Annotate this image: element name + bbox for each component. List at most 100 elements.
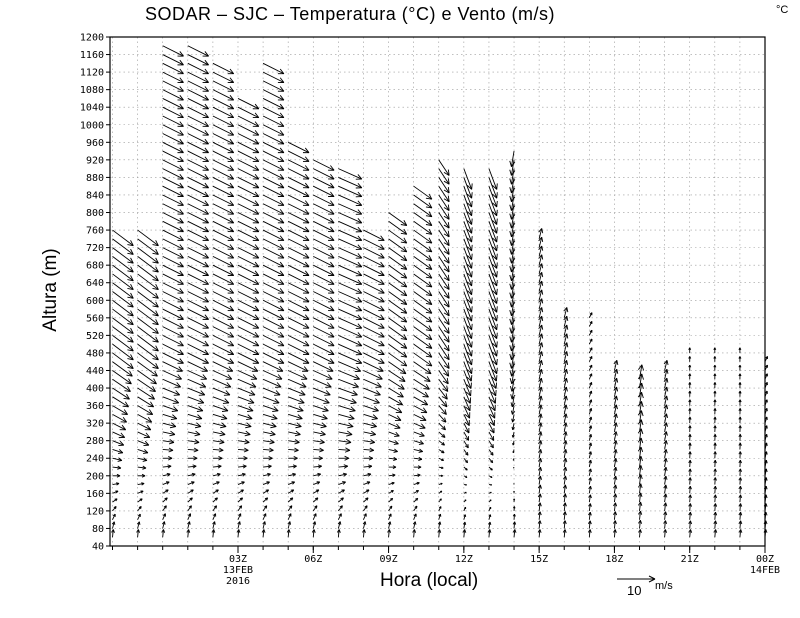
arrow-shaft bbox=[212, 489, 219, 494]
wind-vector bbox=[363, 255, 385, 268]
wind-vector bbox=[713, 416, 717, 424]
wind-vector bbox=[137, 352, 159, 369]
arrow-head bbox=[216, 489, 219, 493]
wind-vector bbox=[413, 185, 433, 200]
arrow-head bbox=[127, 323, 134, 326]
arrow-shaft bbox=[463, 221, 473, 243]
wind-vector bbox=[537, 457, 543, 468]
arrow-head bbox=[321, 418, 328, 421]
arrow-head bbox=[666, 378, 669, 383]
wind-vector bbox=[463, 194, 473, 217]
wind-vector bbox=[262, 282, 285, 294]
arrow-head bbox=[511, 301, 516, 308]
arrow-head bbox=[492, 334, 498, 339]
arrow-head bbox=[613, 360, 618, 365]
wind-vector bbox=[663, 413, 669, 424]
wind-vector bbox=[288, 378, 307, 388]
arrow-head bbox=[689, 434, 692, 438]
wind-vector bbox=[438, 474, 443, 477]
arrow-shaft bbox=[488, 229, 498, 252]
arrow-head bbox=[304, 156, 310, 162]
arrow-head bbox=[320, 430, 326, 435]
arrow-shaft bbox=[212, 115, 234, 127]
arrow-shaft bbox=[187, 387, 205, 396]
arrow-shaft bbox=[187, 326, 209, 338]
chart-title: SODAR – SJC – Temperatura (°C) e Vento (… bbox=[145, 4, 555, 24]
arrow-shaft bbox=[613, 404, 617, 415]
y-tick-label: 80 bbox=[92, 524, 104, 535]
arrow-shaft bbox=[112, 229, 134, 247]
arrow-shaft bbox=[212, 473, 221, 477]
arrow-head bbox=[403, 325, 408, 332]
wind-vector bbox=[262, 255, 285, 268]
wind-vector bbox=[313, 291, 335, 303]
arrow-head bbox=[763, 529, 767, 533]
arrow-head bbox=[194, 426, 202, 429]
arrow-shaft bbox=[413, 422, 426, 429]
arrow-shaft bbox=[588, 512, 591, 520]
arrow-head bbox=[179, 331, 184, 338]
arrow-head bbox=[403, 334, 408, 340]
arrow-head bbox=[322, 410, 329, 412]
wind-vector bbox=[463, 273, 473, 296]
wind-vector bbox=[313, 247, 335, 259]
arrow-head bbox=[663, 449, 667, 453]
arrow-shaft bbox=[538, 369, 542, 380]
arrow-head bbox=[564, 529, 567, 533]
wind-vector bbox=[262, 396, 280, 404]
wind-vector bbox=[338, 308, 363, 321]
arrow-head bbox=[304, 279, 310, 285]
wind-vector bbox=[313, 439, 325, 445]
y-tick-label: 840 bbox=[86, 190, 104, 201]
arrow-shaft bbox=[262, 370, 283, 380]
arrow-head bbox=[400, 259, 407, 262]
arrow-head bbox=[403, 228, 408, 235]
arrow-shaft bbox=[488, 335, 498, 357]
wind-vector bbox=[613, 475, 618, 485]
arrow-head bbox=[179, 270, 184, 276]
arrow-head bbox=[511, 394, 516, 400]
arrow-head bbox=[193, 456, 198, 459]
arrow-shaft bbox=[137, 299, 159, 317]
wind-vector bbox=[538, 245, 544, 257]
arrow-head bbox=[221, 410, 229, 412]
wind-vector bbox=[187, 168, 209, 180]
arrow-shaft bbox=[187, 185, 209, 197]
arrow-shaft bbox=[538, 342, 543, 354]
arrow-shaft bbox=[162, 308, 184, 320]
arrow-head bbox=[714, 434, 717, 438]
arrow-head bbox=[538, 228, 543, 233]
wind-vector bbox=[538, 386, 543, 397]
arrow-head bbox=[291, 489, 295, 493]
wind-vector bbox=[663, 440, 668, 450]
arrow-head bbox=[117, 452, 123, 454]
arrow-shaft bbox=[510, 212, 515, 229]
wind-vector bbox=[212, 513, 217, 520]
arrow-head bbox=[428, 281, 433, 288]
wind-vector bbox=[137, 273, 159, 290]
wind-vector bbox=[112, 335, 134, 352]
arrow-head bbox=[465, 399, 471, 404]
arrow-shaft bbox=[212, 106, 234, 119]
arrow-head bbox=[218, 456, 223, 459]
arrow-shaft bbox=[739, 512, 742, 520]
arrow-shaft bbox=[438, 194, 450, 211]
wind-vector bbox=[137, 308, 159, 326]
arrow-shaft bbox=[613, 475, 617, 485]
wind-vector bbox=[287, 185, 310, 198]
arrow-shaft bbox=[388, 370, 406, 382]
arrow-head bbox=[398, 399, 403, 406]
wind-vector bbox=[588, 382, 593, 389]
arrow-shaft bbox=[510, 273, 515, 290]
wind-vector bbox=[638, 364, 645, 380]
arrow-shaft bbox=[413, 513, 417, 520]
arrow-head bbox=[370, 426, 377, 429]
arrow-head bbox=[229, 209, 235, 215]
arrow-shaft bbox=[664, 404, 668, 415]
wind-vector bbox=[262, 98, 285, 110]
arrow-shaft bbox=[338, 378, 359, 388]
wind-vector bbox=[212, 185, 235, 198]
arrow-head bbox=[428, 228, 433, 235]
wind-vector bbox=[112, 370, 132, 385]
arrow-head bbox=[141, 475, 146, 478]
